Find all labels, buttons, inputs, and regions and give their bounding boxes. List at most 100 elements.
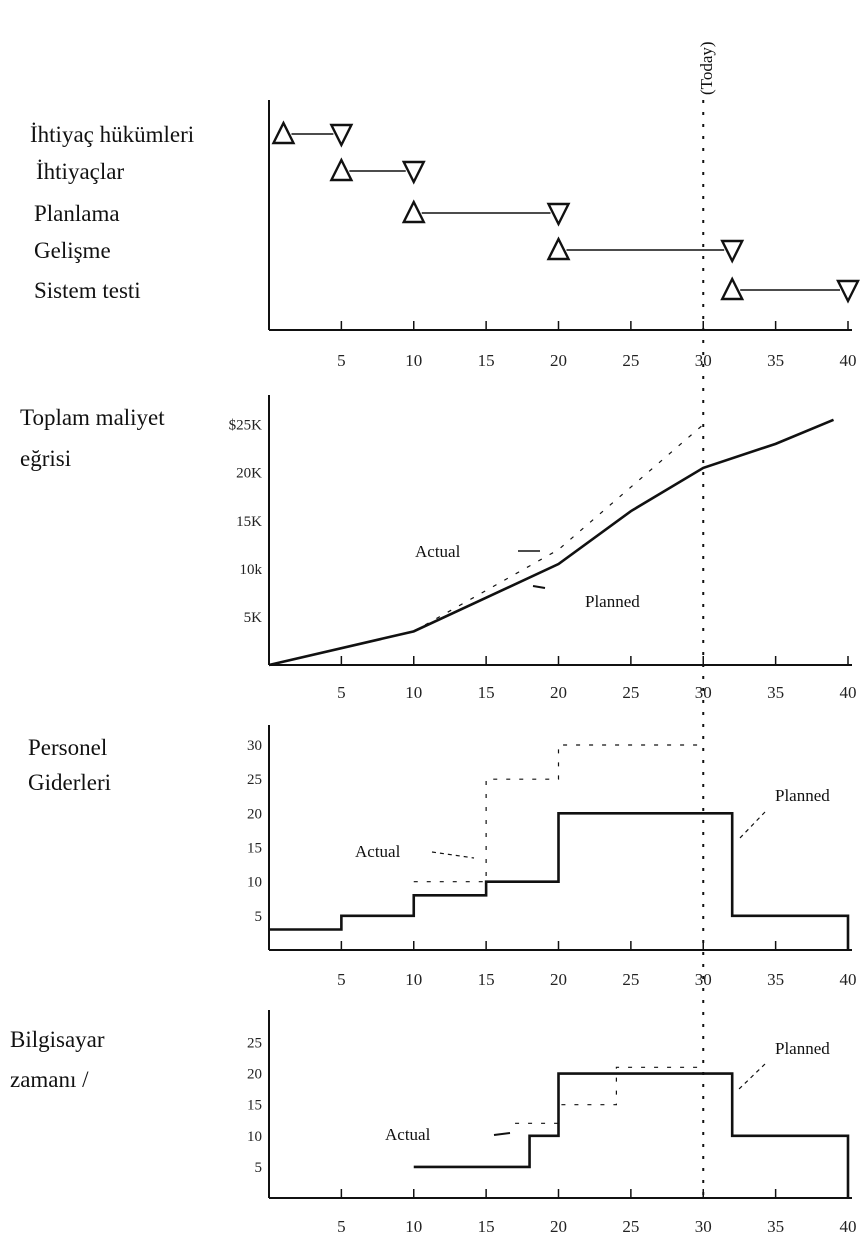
computer-title-line2: zamanı / [10, 1067, 89, 1092]
y-tick-label: 15 [247, 1098, 262, 1114]
x-tick-label: 35 [767, 970, 784, 989]
x-tick-label: 15 [478, 683, 495, 702]
x-tick-label: 20 [550, 970, 567, 989]
y-tick-label: 5K [244, 610, 263, 626]
end-triangle-icon [329, 123, 354, 148]
x-tick-label: 5 [337, 683, 346, 702]
personnel-annotations: Actual Planned [355, 786, 830, 861]
x-tick-label: 40 [840, 683, 857, 702]
x-tick-label: 5 [337, 970, 346, 989]
y-tick-label: 10 [247, 875, 262, 891]
x-tick-label: 25 [622, 1217, 639, 1236]
personnel-title-line2: Giderleri [28, 770, 111, 795]
x-tick-label: 10 [405, 683, 422, 702]
x-tick-label: 5 [337, 351, 346, 370]
annotation-arrow [493, 1132, 511, 1136]
end-triangle-icon [546, 202, 571, 227]
cost-title-line2: eğrisi [20, 446, 71, 471]
start-triangle-icon [401, 199, 426, 224]
x-tick-label: 30 [695, 1217, 712, 1236]
annotation-arrow [431, 851, 475, 859]
computer-title-line1: Bilgisayar [10, 1027, 105, 1052]
task-label: Sistem testi [34, 278, 141, 303]
end-triangle-icon [401, 160, 426, 185]
x-tick-label: 30 [695, 683, 712, 702]
x-tick-label: 35 [767, 1217, 784, 1236]
computer-time-chart: Bilgisayar zamanı / 5 10 15 20 25 30 35 40 5 10 15… [10, 1010, 857, 1236]
x-tick-label: 20 [550, 351, 567, 370]
cost-annotations: Actual Planned [415, 542, 640, 611]
task-bars [271, 120, 860, 304]
series-planned-line [268, 418, 835, 667]
y-tick-label: 30 [247, 738, 262, 754]
computer-annotations: Actual Planned [385, 1039, 830, 1144]
x-tick-label: 15 [478, 970, 495, 989]
y-tick-label: 20 [247, 1067, 262, 1083]
annotation-arrow [737, 1063, 766, 1091]
x-tick-label: 20 [550, 1217, 567, 1236]
start-triangle-icon [546, 236, 571, 261]
y-tick-label: 25 [247, 1035, 262, 1051]
x-tick-label: 40 [840, 1217, 857, 1236]
series-actual-line [413, 744, 704, 883]
annotation-arrow [532, 585, 546, 589]
annotation-arrow [737, 811, 766, 841]
computer-axis: 5 10 15 20 25 30 35 40 5 10 15 20 25 [247, 1010, 857, 1236]
annotation-planned: Planned [775, 786, 830, 805]
x-tick-label: 40 [840, 970, 857, 989]
cost-axis: 5 10 15 20 25 30 35 40 5K 10k 15K 20K $25K [229, 395, 857, 702]
annotation-actual: Actual [415, 542, 461, 561]
annotation-actual: Actual [385, 1125, 431, 1144]
end-triangle-icon [836, 279, 860, 304]
series-actual-line [413, 424, 704, 632]
y-tick-label: 5 [255, 1160, 263, 1176]
task-label: İhtiyaçlar [36, 159, 124, 184]
y-tick-label: 20 [247, 806, 262, 822]
task-label: Gelişme [34, 238, 111, 263]
personnel-axis: 5 10 15 20 25 30 35 40 5 10 15 20 25 30 [247, 725, 857, 989]
x-tick-label: 10 [405, 1217, 422, 1236]
y-tick-label: 5 [255, 909, 263, 925]
annotation-planned: Planned [585, 592, 640, 611]
y-tick-label: 10k [240, 562, 263, 578]
series-actual-line [515, 1066, 704, 1124]
series-planned-line [269, 812, 850, 950]
x-tick-label: 25 [622, 351, 639, 370]
x-tick-label: 30 [695, 970, 712, 989]
x-tick-label: 20 [550, 683, 567, 702]
personnel-chart: Personel Giderleri 5 10 15 20 25 30 35 40 5 10 15 2… [28, 725, 857, 989]
x-tick-label: 30 [695, 351, 712, 370]
y-tick-label: 10 [247, 1129, 262, 1145]
series-planned-line [413, 1072, 850, 1198]
x-tick-label: 10 [405, 970, 422, 989]
annotation-actual: Actual [355, 842, 401, 861]
gantt-axis: 5 10 15 20 25 30 35 40 [268, 100, 857, 370]
cost-title-line1: Toplam maliyet [20, 405, 165, 430]
y-tick-label: 15 [247, 841, 262, 857]
computer-series [413, 1066, 850, 1198]
gantt-chart: İhtiyaç hükümleri İhtiyaçlar Planlama Geliş… [30, 100, 860, 370]
x-tick-label: 35 [767, 351, 784, 370]
x-tick-label: 5 [337, 1217, 346, 1236]
cost-series [268, 418, 835, 667]
x-tick-label: 35 [767, 683, 784, 702]
x-tick-label: 10 [405, 351, 422, 370]
y-tick-label: 20K [236, 466, 262, 482]
end-triangle-icon [720, 239, 745, 264]
start-triangle-icon [271, 120, 296, 145]
personnel-title-line1: Personel [28, 735, 107, 760]
task-label: İhtiyaç hükümleri [30, 122, 194, 147]
start-triangle-icon [329, 157, 354, 182]
x-tick-label: 15 [478, 351, 495, 370]
x-tick-label: 25 [622, 683, 639, 702]
y-tick-label: $25K [229, 418, 263, 434]
x-tick-label: 15 [478, 1217, 495, 1236]
y-tick-label: 15K [236, 514, 262, 530]
task-label: Planlama [34, 201, 120, 226]
task-labels: İhtiyaç hükümleri İhtiyaçlar Planlama Geliş… [30, 122, 194, 303]
personnel-series [269, 744, 850, 950]
start-triangle-icon [720, 276, 745, 301]
x-tick-label: 40 [840, 351, 857, 370]
cost-curve-chart: Toplam maliyet eğrisi 5 10 15 20 25 30 35 40 5K 1… [20, 395, 857, 702]
